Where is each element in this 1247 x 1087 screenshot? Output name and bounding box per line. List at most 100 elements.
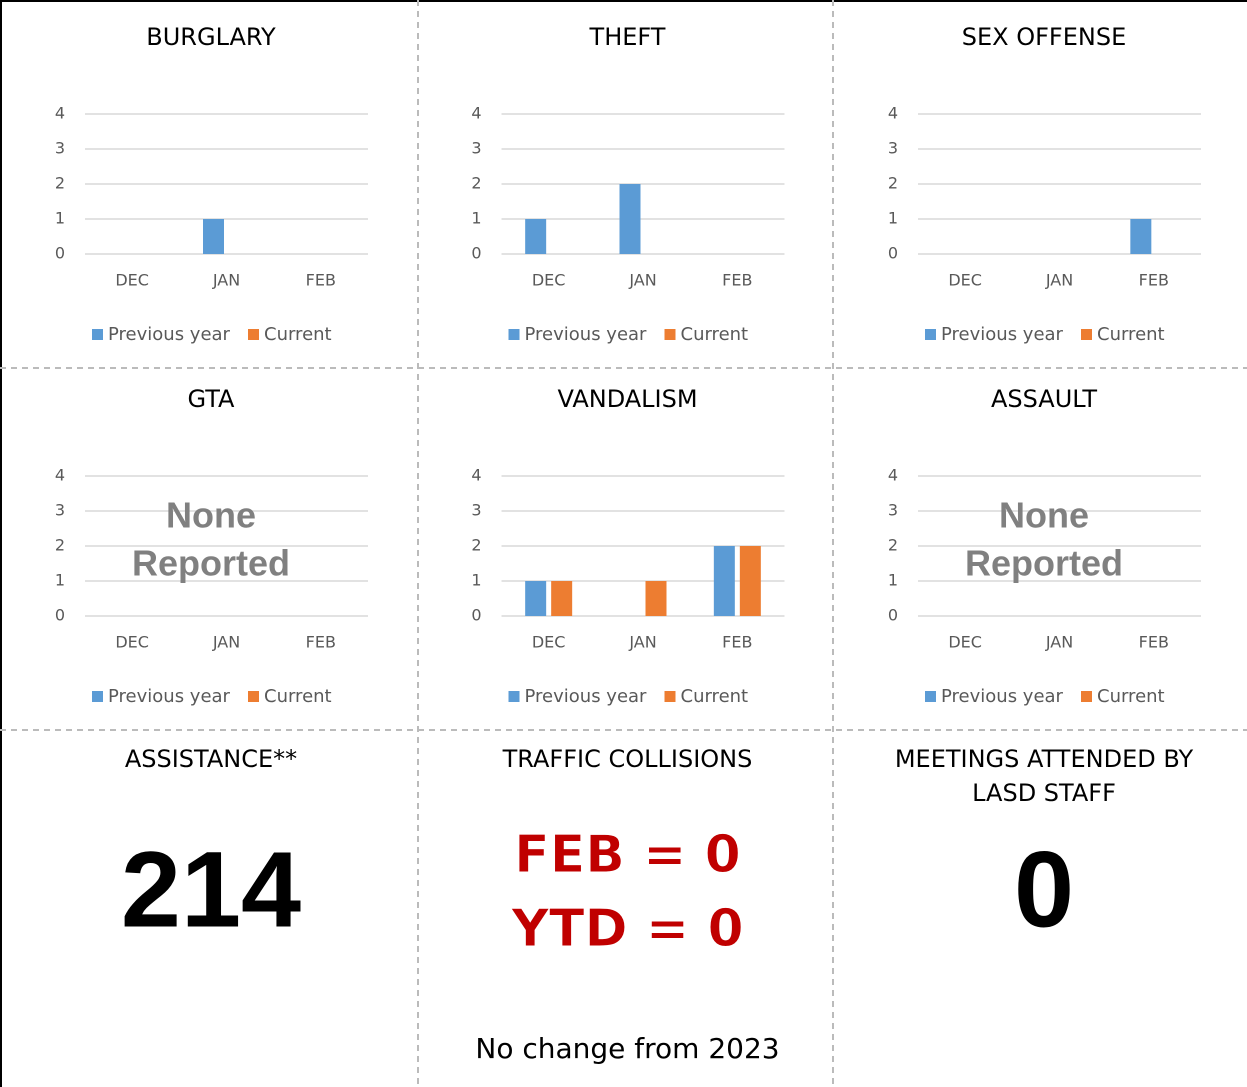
x-tick-label: DEC (532, 271, 566, 290)
y-tick-label: 0 (471, 244, 481, 263)
chart-title: THEFT (589, 23, 666, 51)
legend-swatch (92, 691, 103, 702)
bar (551, 581, 573, 616)
bar (525, 219, 547, 254)
x-tick-label: FEB (722, 271, 752, 290)
chart-title: BURGLARY (146, 23, 276, 51)
x-tick-label: DEC (948, 633, 982, 652)
bar (203, 219, 224, 254)
y-tick-label: 3 (55, 139, 65, 158)
stat-title: MEETINGS ATTENDED BY (895, 745, 1194, 773)
y-tick-label: 2 (888, 174, 898, 193)
y-tick-label: 2 (471, 536, 481, 555)
y-tick-label: 4 (471, 104, 481, 123)
stat-line: FEB = 0 (514, 825, 741, 885)
y-tick-label: 0 (888, 244, 898, 263)
x-tick-label: DEC (948, 271, 982, 290)
bar (1130, 219, 1152, 254)
legend-label: Previous year (525, 324, 648, 345)
x-tick-label: JAN (1045, 271, 1073, 290)
legend-label: Previous year (941, 324, 1064, 345)
annotation: Reported (132, 543, 290, 584)
y-tick-label: 4 (471, 466, 481, 485)
stat-title: ASSISTANCE** (125, 745, 297, 773)
y-tick-label: 1 (471, 571, 481, 590)
y-tick-label: 1 (888, 209, 898, 228)
y-tick-label: 0 (888, 606, 898, 625)
x-tick-label: JAN (628, 271, 656, 290)
y-tick-label: 0 (55, 244, 65, 263)
y-tick-label: 4 (888, 466, 898, 485)
bar (713, 546, 735, 616)
y-tick-label: 3 (55, 501, 65, 520)
y-tick-label: 3 (888, 501, 898, 520)
x-tick-label: DEC (532, 633, 566, 652)
x-tick-label: FEB (306, 271, 336, 290)
legend-swatch (508, 329, 520, 340)
annotation: None (166, 495, 256, 536)
chart-title: ASSAULT (991, 385, 1097, 413)
annotation: None (999, 495, 1089, 536)
legend-swatch (664, 329, 676, 340)
y-tick-label: 0 (55, 606, 65, 625)
stat-note: No change from 2023 (475, 1032, 779, 1065)
legend-swatch (925, 691, 936, 702)
legend-label: Previous year (525, 686, 648, 707)
legend-swatch (925, 329, 936, 340)
y-tick-label: 2 (55, 174, 65, 193)
legend-swatch (1081, 329, 1092, 340)
legend-swatch (1081, 691, 1092, 702)
y-tick-label: 1 (888, 571, 898, 590)
y-tick-label: 1 (55, 209, 65, 228)
x-tick-label: DEC (115, 271, 149, 290)
x-tick-label: JAN (628, 633, 656, 652)
legend-label: Previous year (108, 686, 231, 707)
legend-label: Current (1097, 324, 1165, 345)
y-tick-label: 0 (471, 606, 481, 625)
y-tick-label: 1 (55, 571, 65, 590)
x-tick-label: FEB (1139, 271, 1169, 290)
x-tick-label: FEB (1139, 633, 1169, 652)
legend-swatch (248, 691, 259, 702)
legend-label: Current (264, 324, 332, 345)
y-tick-label: 4 (55, 104, 65, 123)
legend-label: Current (681, 324, 749, 345)
y-tick-label: 3 (471, 501, 481, 520)
x-tick-label: FEB (722, 633, 752, 652)
x-tick-label: JAN (1045, 633, 1073, 652)
y-tick-label: 3 (471, 139, 481, 158)
stat-line: YTD = 0 (510, 899, 743, 959)
legend-label: Previous year (941, 686, 1064, 707)
legend-label: Current (681, 686, 749, 707)
legend-swatch (508, 691, 520, 702)
stat-title: TRAFFIC COLLISIONS (502, 745, 753, 773)
x-tick-label: DEC (115, 633, 149, 652)
bar (645, 581, 667, 616)
y-tick-label: 2 (471, 174, 481, 193)
x-tick-label: JAN (212, 633, 240, 652)
x-tick-label: JAN (212, 271, 240, 290)
chart-title: SEX OFFENSE (962, 23, 1126, 51)
bar (525, 581, 547, 616)
y-tick-label: 4 (55, 466, 65, 485)
y-tick-label: 2 (888, 536, 898, 555)
legend-swatch (92, 329, 103, 340)
chart-title: VANDALISM (557, 385, 697, 413)
chart-title: GTA (188, 385, 236, 413)
y-tick-label: 2 (55, 536, 65, 555)
legend-label: Current (1097, 686, 1165, 707)
y-tick-label: 4 (888, 104, 898, 123)
legend-label: Current (264, 686, 332, 707)
x-tick-label: FEB (306, 633, 336, 652)
stat-value: 0 (1014, 829, 1074, 950)
y-tick-label: 3 (888, 139, 898, 158)
y-tick-label: 1 (471, 209, 481, 228)
stat-title: LASD STAFF (972, 779, 1116, 807)
bar (619, 184, 641, 254)
legend-swatch (664, 691, 676, 702)
stat-value: 214 (121, 829, 301, 950)
bar (739, 546, 761, 616)
